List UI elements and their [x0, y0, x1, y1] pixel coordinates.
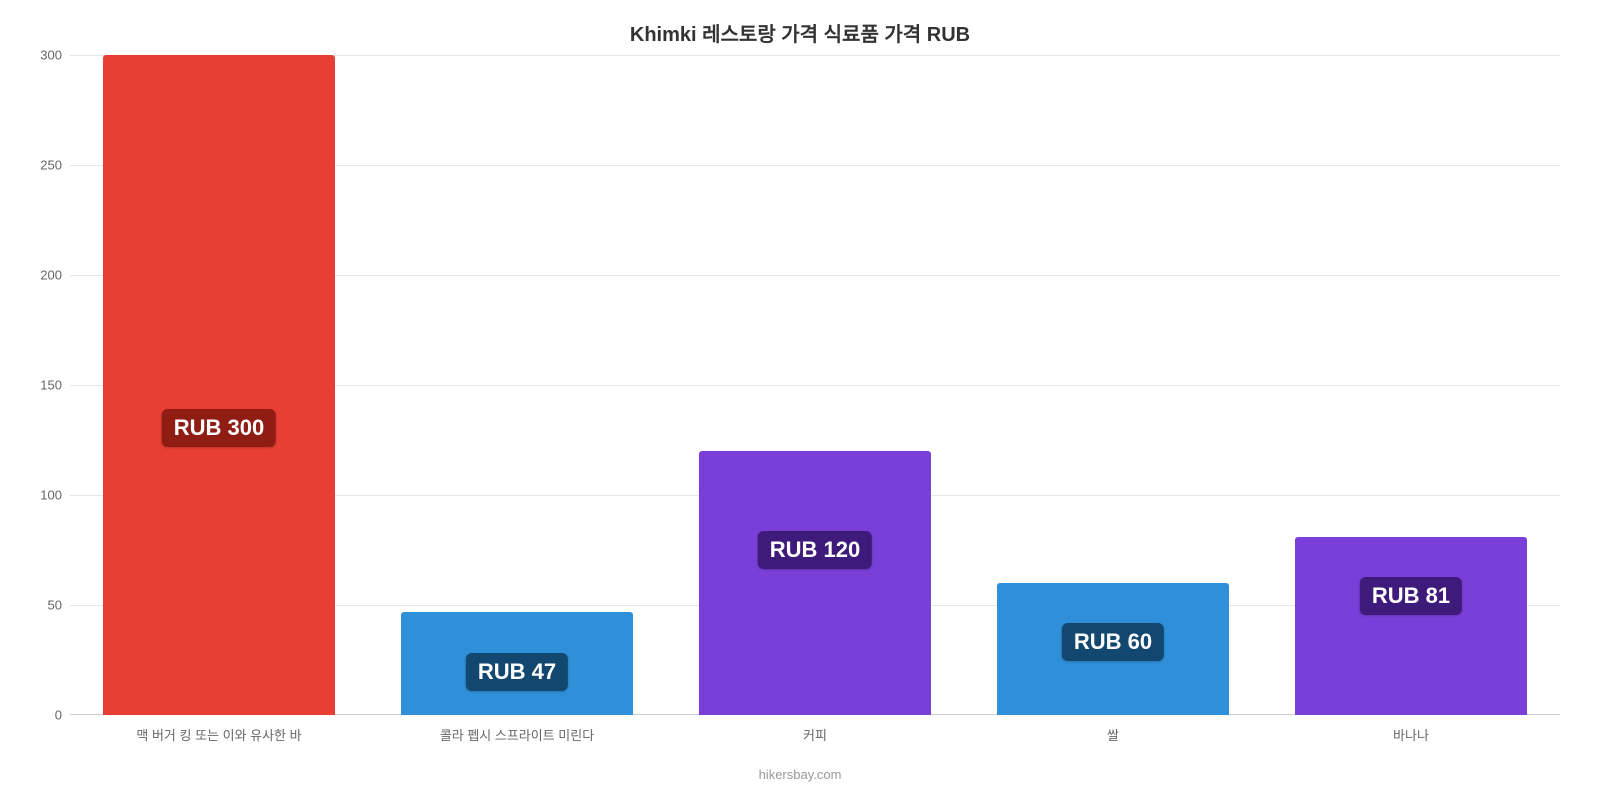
y-tick-label: 300 [40, 48, 70, 63]
x-tick-label: 바나나 [1262, 715, 1560, 744]
y-tick-label: 150 [40, 378, 70, 393]
y-tick-label: 250 [40, 158, 70, 173]
y-tick-label: 0 [55, 708, 70, 723]
bar [103, 55, 335, 715]
x-tick-label: 쌀 [964, 715, 1262, 744]
plot-area: 050100150200250300맥 버거 킹 또는 이와 유사한 바RUB … [70, 55, 1560, 715]
chart-footer: hikersbay.com [0, 767, 1600, 782]
x-tick-label: 커피 [666, 715, 964, 744]
y-tick-label: 200 [40, 268, 70, 283]
bar [699, 451, 931, 715]
value-badge: RUB 60 [1062, 623, 1164, 661]
bar-chart: Khimki 레스토랑 가격 식료품 가격 RUB 05010015020025… [0, 0, 1600, 800]
bar [1295, 537, 1527, 715]
x-tick-label: 맥 버거 킹 또는 이와 유사한 바 [70, 715, 368, 744]
value-badge: RUB 120 [758, 531, 872, 569]
value-badge: RUB 300 [162, 409, 276, 447]
value-badge: RUB 81 [1360, 577, 1462, 615]
y-tick-label: 50 [48, 598, 70, 613]
chart-title: Khimki 레스토랑 가격 식료품 가격 RUB [0, 18, 1600, 47]
x-tick-label: 콜라 펩시 스프라이트 미린다 [368, 715, 666, 744]
y-tick-label: 100 [40, 488, 70, 503]
value-badge: RUB 47 [466, 653, 568, 691]
